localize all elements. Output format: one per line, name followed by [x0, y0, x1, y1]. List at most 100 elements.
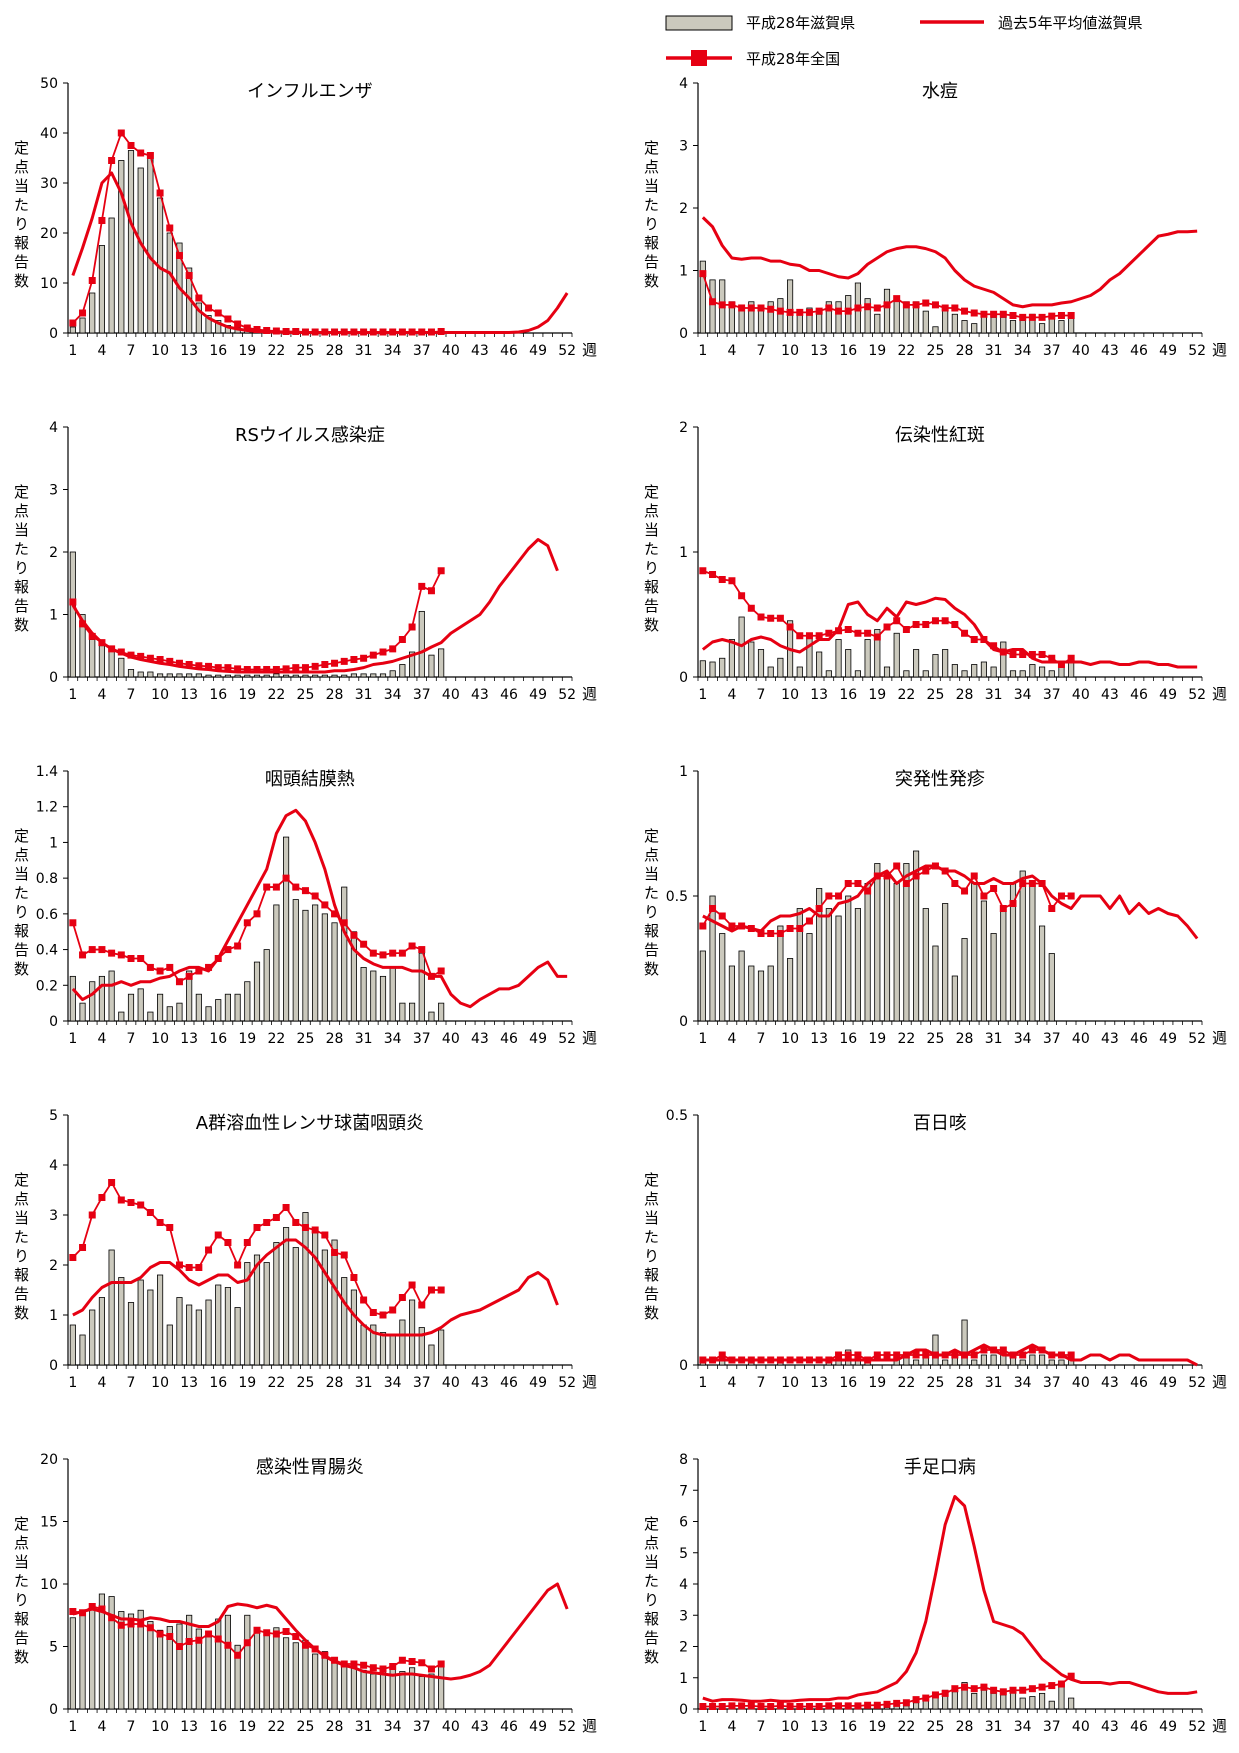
bar — [215, 999, 222, 1022]
national-marker — [156, 967, 164, 975]
chart-title: 手足口病 — [904, 1457, 976, 1478]
national-marker — [146, 152, 154, 159]
bar — [195, 1628, 202, 1710]
bar — [864, 883, 871, 1022]
x-tick-label: 1 — [698, 343, 707, 359]
x-tick-label: 16 — [839, 687, 857, 703]
national-marker — [224, 946, 232, 954]
bar — [418, 952, 425, 1022]
national-marker — [166, 963, 174, 971]
bar — [399, 1002, 406, 1022]
x-tick-label: 52 — [558, 1031, 576, 1047]
x-tick-label: 52 — [558, 687, 576, 703]
national-marker — [117, 648, 125, 656]
national-marker — [79, 1609, 87, 1617]
bar — [874, 313, 881, 334]
x-tick-label: 40 — [442, 343, 460, 359]
national-marker — [79, 951, 87, 959]
bar — [108, 1249, 115, 1366]
national-marker — [1028, 313, 1036, 321]
x-tick-label: 49 — [1159, 687, 1177, 703]
y-tick-label: 1 — [679, 545, 688, 561]
x-tick-label: 37 — [1043, 1719, 1061, 1735]
y-tick-label: 0 — [679, 1702, 688, 1718]
national-marker — [214, 1635, 222, 1643]
x-tick-label: 25 — [297, 343, 315, 359]
bar — [951, 664, 958, 678]
y-tick-label: 4 — [49, 1158, 58, 1174]
x-tick-label: 52 — [558, 1719, 576, 1735]
bar — [118, 160, 125, 334]
bar — [1068, 657, 1075, 678]
bar — [360, 1669, 367, 1710]
bar — [224, 325, 231, 334]
x-tick-label: 40 — [442, 1375, 460, 1391]
x-tick-label: 46 — [1130, 343, 1148, 359]
national-marker — [1048, 654, 1056, 662]
national-marker — [961, 629, 969, 637]
national-marker — [331, 659, 339, 667]
x-tick-label: 31 — [355, 1375, 373, 1391]
bar — [709, 661, 716, 678]
national-marker — [844, 1351, 852, 1359]
bar — [244, 981, 251, 1022]
national-marker — [999, 310, 1007, 318]
y-axis-label: 定点当たり報告数 — [14, 483, 29, 634]
bar — [79, 317, 86, 334]
bar — [273, 331, 280, 334]
x-tick-label: 13 — [180, 1375, 198, 1391]
bar — [932, 945, 939, 1022]
chart-title: 伝染性紅斑 — [895, 425, 985, 446]
national-marker — [970, 309, 978, 317]
x-tick-label: 43 — [1101, 1031, 1119, 1047]
national-marker — [117, 129, 125, 137]
bar — [893, 298, 900, 334]
national-marker — [253, 1626, 261, 1634]
bar — [767, 965, 774, 1022]
bar — [379, 1332, 387, 1366]
x-tick-label: 43 — [471, 1031, 489, 1047]
bar — [205, 1299, 212, 1366]
national-marker — [1019, 1686, 1027, 1694]
national-marker — [1048, 1351, 1056, 1359]
national-marker — [282, 665, 290, 673]
national-marker — [951, 1685, 959, 1693]
bar — [79, 1614, 86, 1710]
x-tick-label: 25 — [297, 1719, 315, 1735]
national-marker — [146, 1624, 154, 1632]
national-marker — [195, 1636, 203, 1644]
national-marker — [873, 1701, 881, 1709]
national-marker — [805, 1356, 813, 1364]
bar — [825, 1707, 832, 1710]
legend-national-marker — [691, 50, 707, 66]
x-tick-label: 37 — [413, 1375, 431, 1391]
national-marker — [1038, 1683, 1046, 1691]
national-marker — [922, 621, 930, 628]
x-tick-label: 22 — [897, 687, 915, 703]
bar — [787, 279, 794, 334]
national-marker — [699, 270, 707, 278]
bar — [108, 217, 115, 334]
bar — [709, 895, 716, 1022]
x-tick-label: 52 — [1188, 1719, 1206, 1735]
bar — [409, 1667, 416, 1710]
x-tick-label: 46 — [500, 1031, 518, 1047]
x-tick-label: 40 — [1072, 687, 1090, 703]
national-marker — [825, 304, 833, 312]
bar — [205, 1636, 212, 1710]
x-tick-label: 7 — [757, 343, 766, 359]
bar — [166, 232, 173, 334]
bar — [913, 301, 920, 334]
bar — [166, 673, 173, 678]
national-marker — [854, 1351, 862, 1359]
national-marker — [825, 1356, 833, 1364]
national-marker — [854, 880, 862, 887]
bar — [302, 332, 309, 334]
national-marker — [864, 629, 872, 637]
bar — [748, 641, 755, 678]
national-marker — [864, 887, 872, 895]
bar — [379, 673, 387, 678]
x-tick-label: 16 — [209, 687, 227, 703]
